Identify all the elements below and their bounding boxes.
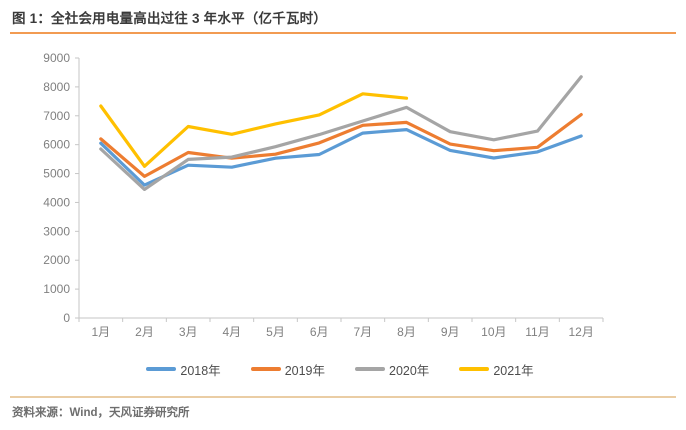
series-line-2019年 — [99, 113, 583, 178]
legend-swatch-2021年 — [459, 367, 490, 371]
legend-label: 2020年 — [389, 363, 430, 378]
legend-label: 2021年 — [493, 363, 534, 378]
series-line-2018年 — [99, 128, 583, 187]
legend-item-2019年: 2019年 — [250, 360, 325, 379]
x-tick-label: 12月 — [568, 325, 593, 339]
footer-divider — [10, 396, 676, 398]
x-tick-label: 9月 — [441, 325, 460, 339]
x-tick-label: 3月 — [179, 325, 198, 339]
legend-item-2018年: 2018年 — [146, 360, 221, 379]
legend-swatch-2020年 — [355, 367, 385, 371]
series-line-2021年 — [99, 92, 409, 168]
x-tick-label: 2月 — [135, 325, 154, 339]
x-tick-label: 10月 — [481, 325, 506, 339]
legend-label: 2019年 — [284, 363, 325, 378]
y-tick-label: 3000 — [43, 224, 70, 238]
legend-swatch-2018年 — [146, 367, 177, 371]
y-tick-label: 0 — [63, 311, 70, 325]
legend-item-2020年: 2020年 — [355, 360, 429, 379]
title-divider — [10, 32, 676, 34]
y-tick-label: 7000 — [43, 109, 70, 123]
y-tick-label: 6000 — [43, 138, 70, 152]
chart-legend: 2018年 2019年 2020年 2021年 — [30, 359, 650, 379]
y-tick-label: 8000 — [43, 80, 70, 94]
y-tick-label: 1000 — [43, 282, 70, 296]
legend-swatch-2019年 — [250, 367, 281, 371]
y-tick-label: 2000 — [43, 253, 70, 267]
figure-title: 图 1：全社会用电量高出过往 3 年水平（亿千瓦时） — [12, 11, 327, 26]
x-tick-label: 5月 — [266, 325, 285, 339]
legend-label: 2018年 — [180, 363, 221, 378]
series-line-2020年 — [99, 75, 583, 191]
x-tick-label: 1月 — [91, 325, 110, 339]
legend-item-2021年: 2021年 — [459, 360, 534, 379]
electricity-line-chart: 0 1000 2000 3000 4000 5000 6000 7000 8000 9000 1月 2… — [43, 51, 604, 339]
y-tick-label: 5000 — [43, 167, 70, 181]
x-tick-label: 11月 — [525, 325, 549, 339]
y-tick-label: 9000 — [43, 51, 70, 65]
source-note: 资料来源：Wind，天风证券研究所 — [12, 407, 190, 419]
x-tick-label: 4月 — [222, 325, 241, 339]
x-tick-label: 8月 — [397, 325, 416, 339]
x-tick-label: 7月 — [353, 325, 372, 339]
y-tick-label: 4000 — [43, 195, 70, 209]
x-tick-label: 6月 — [310, 325, 329, 339]
